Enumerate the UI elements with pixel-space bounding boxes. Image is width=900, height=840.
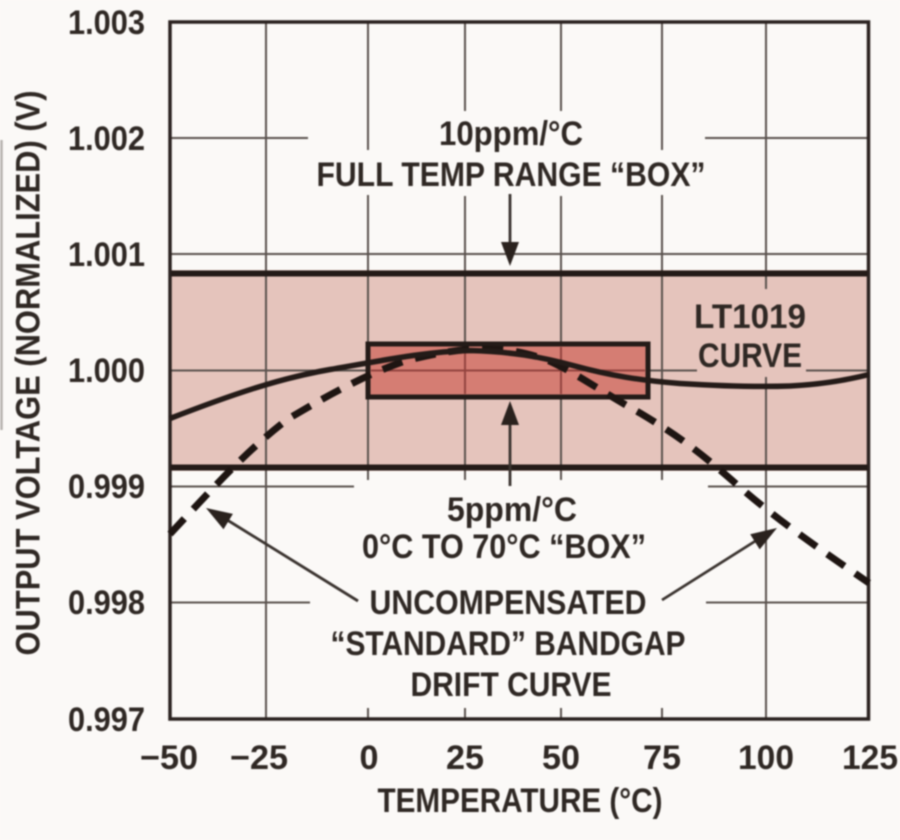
svg-text:0.998: 0.998 (68, 584, 145, 622)
svg-text:“STANDARD” BANDGAP: “STANDARD” BANDGAP (331, 625, 686, 663)
svg-text:25: 25 (446, 739, 484, 777)
svg-text:0: 0 (360, 739, 379, 777)
svg-text:TEMPERATURE (°C): TEMPERATURE (°C) (378, 782, 663, 820)
svg-text:−50: −50 (140, 739, 198, 777)
svg-text:125: 125 (842, 739, 898, 777)
svg-text:1.002: 1.002 (68, 120, 145, 158)
svg-text:1.003: 1.003 (68, 4, 145, 42)
svg-text:10ppm/°C: 10ppm/°C (439, 115, 583, 153)
svg-text:OUTPUT VOLTAGE (NORMALIZED) (V: OUTPUT VOLTAGE (NORMALIZED) (V) (10, 91, 48, 656)
svg-text:0°C TO 70°C “BOX”: 0°C TO 70°C “BOX” (362, 528, 646, 566)
svg-text:UNCOMPENSATED: UNCOMPENSATED (370, 584, 647, 622)
svg-text:LT1019: LT1019 (694, 298, 806, 336)
svg-text:FULL TEMP RANGE “BOX”: FULL TEMP RANGE “BOX” (317, 156, 706, 194)
svg-text:50: 50 (542, 739, 580, 777)
svg-text:5ppm/°C: 5ppm/°C (447, 491, 577, 529)
svg-text:−25: −25 (230, 739, 288, 777)
svg-text:0.997: 0.997 (68, 701, 145, 739)
svg-text:100: 100 (738, 739, 794, 777)
svg-text:1.001: 1.001 (68, 236, 145, 274)
svg-text:CURVE: CURVE (698, 337, 802, 375)
svg-text:75: 75 (643, 739, 681, 777)
svg-text:DRIFT CURVE: DRIFT CURVE (411, 666, 612, 704)
svg-text:0.999: 0.999 (68, 468, 145, 506)
svg-text:1.000: 1.000 (68, 352, 145, 390)
